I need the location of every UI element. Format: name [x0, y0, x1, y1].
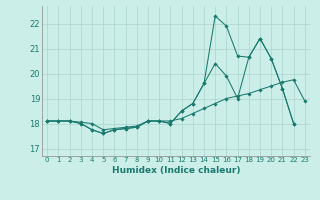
X-axis label: Humidex (Indice chaleur): Humidex (Indice chaleur): [112, 166, 240, 175]
